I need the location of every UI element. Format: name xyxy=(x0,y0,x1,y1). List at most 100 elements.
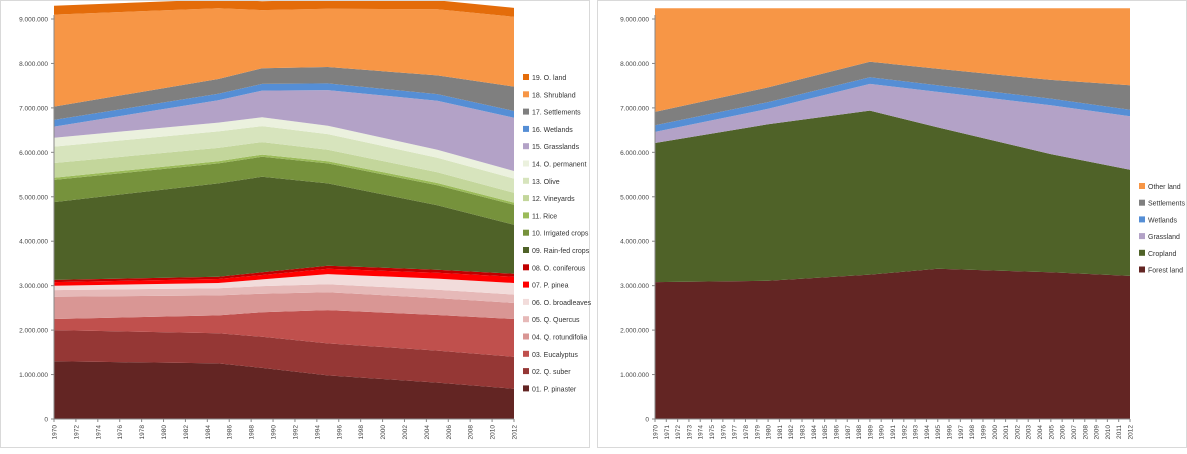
legend-swatch xyxy=(523,195,529,202)
legend-swatch xyxy=(523,143,529,150)
legend-swatch xyxy=(1139,233,1145,240)
x-tick-label: 2002 xyxy=(402,425,409,440)
legend-swatch xyxy=(523,177,529,184)
x-tick-label: 1974 xyxy=(95,425,102,440)
legend-item-wetlands: Wetlands xyxy=(1139,216,1178,224)
x-tick-label: 2003 xyxy=(1026,425,1033,440)
area-14-o-permanent xyxy=(54,117,514,179)
area-settlements xyxy=(655,61,1130,126)
x-tick-label: 2006 xyxy=(446,425,453,440)
x-tick-label: 2009 xyxy=(1094,425,1101,440)
y-tick-label: 1.000.000 xyxy=(19,372,48,379)
y-tick-label: 0 xyxy=(44,417,48,424)
legend-swatch xyxy=(523,298,529,305)
x-tick-label: 1995 xyxy=(935,425,942,440)
area-11-rice xyxy=(54,154,514,205)
y-tick-label: 5.000.000 xyxy=(620,194,649,201)
legend-label: 09. Rain-fed crops xyxy=(532,248,590,255)
x-tick-label: 1972 xyxy=(675,425,682,440)
legend-swatch xyxy=(523,108,529,115)
legend-item-cropland: Cropland xyxy=(1139,249,1177,258)
y-tick-label: 4.000.000 xyxy=(620,239,649,246)
x-tick-label: 2001 xyxy=(1003,425,1010,440)
legend-swatch xyxy=(523,247,529,253)
x-tick-label: 1983 xyxy=(800,425,807,440)
x-tick-label: 1972 xyxy=(73,425,80,440)
area-13-olive xyxy=(54,126,514,193)
legend-item-15-grasslands: 15. Grasslands xyxy=(523,143,580,151)
x-tick-label: 1992 xyxy=(292,425,299,440)
legend-item-13-olive: 13. Olive xyxy=(523,177,560,186)
legend-label: 19. O. land xyxy=(532,75,566,82)
legend-item-02-q-suber: 02. Q. suber xyxy=(523,368,571,376)
x-tick-label: 1990 xyxy=(879,425,886,440)
x-tick-label: 1999 xyxy=(980,425,987,440)
x-tick-label: 1986 xyxy=(227,425,234,440)
legend-swatch xyxy=(1139,216,1145,223)
y-tick-label: 0 xyxy=(645,417,649,424)
x-tick-label: 1973 xyxy=(686,425,693,440)
x-tick-label: 1975 xyxy=(709,425,716,440)
y-tick-label: 4.000.000 xyxy=(19,239,48,246)
legend-label: 13. Olive xyxy=(532,179,560,186)
area-03-eucalyptus xyxy=(54,310,514,357)
legend-label: Grassland xyxy=(1148,234,1180,241)
x-tick-label: 2010 xyxy=(1105,425,1112,440)
x-tick-label: 1997 xyxy=(958,425,965,440)
x-tick-label: 1996 xyxy=(336,425,343,440)
x-tick-label: 1974 xyxy=(698,425,705,440)
area-06-o-broadleaves xyxy=(54,274,514,295)
legend-item-06-o-broadleaves: 06. O. broadleaves xyxy=(523,298,592,307)
y-tick-label: 5.000.000 xyxy=(19,194,48,201)
legend-item-14-o-permanent: 14. O. permanent xyxy=(523,160,587,169)
legend-label: 17. Settlements xyxy=(532,110,581,117)
legend-label: 15. Grasslands xyxy=(532,144,580,151)
x-tick-label: 1992 xyxy=(901,425,908,440)
y-axis: 0 1.000.000 2.000.000 3.000.000 4.000.000 5.0… xyxy=(620,15,656,424)
legend-label: 10. Irrigated crops xyxy=(532,231,589,238)
legend-item-settlements: Settlements xyxy=(1139,199,1185,208)
legend-swatch xyxy=(523,229,529,236)
x-tick-label: 1970 xyxy=(653,425,660,440)
area-04-q-rotundifolia xyxy=(54,292,514,319)
legend-label: 03. Eucalyptus xyxy=(532,352,578,359)
y-axis: 0 1.000.000 2.000.000 3.000.000 4.000.000 5.0… xyxy=(19,15,55,424)
area-cropland xyxy=(655,110,1130,283)
area-19-o-land xyxy=(54,0,514,17)
legend-item-01-p-pinaster: 01. P. pinaster xyxy=(523,385,577,393)
legend-label: 11. Rice xyxy=(532,213,557,220)
y-tick-label: 6.000.000 xyxy=(620,150,649,157)
legend-label: 16. Wetlands xyxy=(532,127,573,134)
legend-label: 18. Shrubland xyxy=(532,92,576,99)
y-tick-label: 2.000.000 xyxy=(19,328,48,335)
x-tick-label: 1990 xyxy=(271,425,278,440)
area-02-q-suber xyxy=(54,330,514,389)
x-tick-label: 1991 xyxy=(890,425,897,440)
x-tick-label: 2002 xyxy=(1014,425,1021,440)
legend-item-12-vineyards: 12. Vineyards xyxy=(523,195,575,203)
legend-label: Wetlands xyxy=(1148,217,1178,224)
legend-swatch xyxy=(523,212,529,219)
x-tick-label: 1976 xyxy=(117,425,124,440)
area-07-p-pinea xyxy=(54,268,514,286)
x-tick-label: 2000 xyxy=(992,425,999,440)
legend-label: 08. O. coniferous xyxy=(532,265,586,272)
legend-item-10-irrigated-crops: 10. Irrigated crops xyxy=(523,229,589,238)
y-tick-label: 8.000.000 xyxy=(620,61,649,68)
y-tick-label: 3.000.000 xyxy=(620,283,649,290)
x-tick-label: 1989 xyxy=(867,425,874,440)
y-tick-label: 1.000.000 xyxy=(620,372,649,379)
legend-swatch xyxy=(1139,199,1145,206)
x-tick-label: 2007 xyxy=(1071,425,1078,440)
legend-item-08-o-coniferous: 08. O. coniferous xyxy=(523,264,586,272)
area-forest-land xyxy=(655,268,1130,419)
chart-panel-land-categories: 0 1.000.000 2.000.000 3.000.000 4.000.000 5.0… xyxy=(0,0,592,448)
x-tick-label: 1978 xyxy=(743,425,750,440)
x-tick-label: 1994 xyxy=(924,425,931,440)
x-tick-label: 1981 xyxy=(777,425,784,440)
legend-label: 02. Q. suber xyxy=(532,369,571,376)
y-tick-label: 3.000.000 xyxy=(19,283,48,290)
x-tick-label: 1996 xyxy=(947,425,954,440)
legend-label: Forest land xyxy=(1148,268,1183,275)
area-05-q-quercus xyxy=(54,284,514,303)
